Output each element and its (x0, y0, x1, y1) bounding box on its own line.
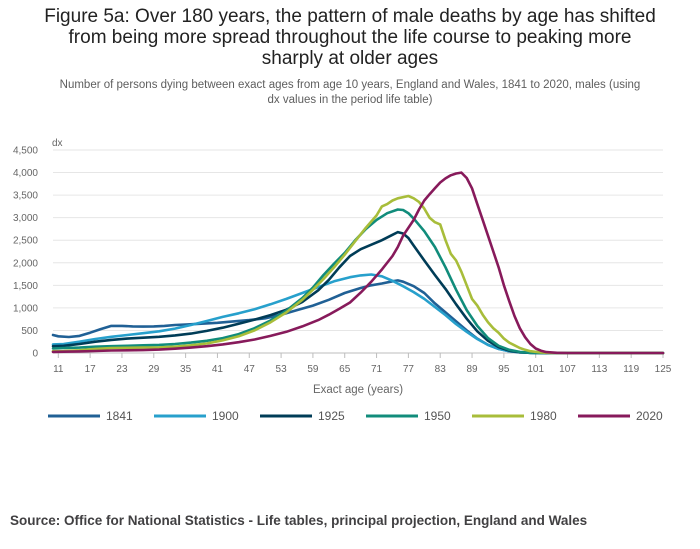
x-tick-label: 83 (435, 364, 447, 375)
legend-label-1950: 1950 (424, 409, 451, 423)
series-line-1841 (51, 279, 665, 355)
gridlines (53, 149, 663, 354)
x-tick-label: 77 (403, 364, 415, 375)
x-tick-label: 95 (498, 364, 510, 375)
x-tick-label: 35 (180, 364, 192, 375)
y-tick-label: 2,500 (13, 236, 38, 247)
x-tick-label: 11 (53, 364, 64, 375)
y-tick-label: 1,500 (13, 281, 38, 292)
chart-title-line-1: Figure 5a: Over 180 years, the pattern o… (44, 6, 656, 27)
x-tick-label: 59 (307, 364, 319, 375)
x-tick-label: 65 (339, 364, 351, 375)
y-tick-label: 0 (32, 349, 38, 360)
chart-subtitle-line-1: Number of persons dying between exact ag… (59, 79, 641, 91)
x-axis-ticks: 11 17 23 29 35 41 47 53 59 65 71 77 83 89 95 101 107 113 1… (53, 353, 672, 375)
legend-label-1900: 1900 (212, 409, 239, 423)
x-tick-label: 47 (244, 364, 256, 375)
x-tick-label: 119 (623, 364, 639, 375)
x-axis-label: Exact age (years) (313, 384, 403, 396)
series-lines (51, 171, 665, 355)
series-line-2020 (51, 171, 665, 355)
source-note: Source: Office for National Statistics -… (10, 513, 588, 528)
y-tick-label: 2,000 (13, 258, 38, 269)
y-tick-label: 4,500 (13, 146, 38, 157)
x-tick-label: 71 (371, 364, 383, 375)
y-tick-label: 4,000 (13, 168, 38, 179)
chart-subtitle: Number of persons dying between exact ag… (20, 78, 680, 108)
chart-title: Figure 5a: Over 180 years, the pattern o… (0, 6, 700, 69)
legend[interactable]: 1841 1900 1925 1950 1980 2020 (48, 409, 663, 423)
series-line-1950 (51, 208, 665, 355)
y-tick-label: 3,500 (13, 191, 38, 202)
legend-label-1841: 1841 (106, 409, 133, 423)
x-tick-label: 41 (212, 364, 224, 375)
x-tick-label: 125 (655, 364, 672, 375)
y-tick-label: 3,000 (13, 213, 38, 224)
y-tick-label: 1,000 (13, 303, 38, 314)
x-tick-label: 113 (591, 364, 607, 375)
chart-title-line-2: from being more spread throughout the li… (68, 27, 632, 48)
x-tick-label: 101 (527, 364, 544, 375)
x-tick-label: 29 (148, 364, 160, 375)
series-line-1925 (51, 230, 665, 355)
series-line-1900 (51, 273, 665, 355)
y-axis-ticks: 0 500 1,000 1,500 2,000 2,500 3,000 3,500 4,000 4… (13, 146, 38, 360)
legend-label-1980: 1980 (530, 409, 557, 423)
x-tick-label: 107 (559, 364, 576, 375)
chart-title-line-3: sharply at older ages (261, 48, 439, 69)
x-tick-label: 23 (116, 364, 128, 375)
chart-subtitle-line-2: dx values in the period life table) (267, 94, 433, 106)
legend-label-2020: 2020 (636, 409, 663, 423)
legend-label-1925: 1925 (318, 409, 345, 423)
x-tick-label: 17 (85, 364, 97, 375)
series-line-1980 (51, 194, 665, 355)
y-tick-label: 500 (21, 326, 38, 337)
x-tick-label: 53 (276, 364, 288, 375)
x-tick-label: 89 (466, 364, 478, 375)
y-axis-label: dx (52, 138, 63, 149)
